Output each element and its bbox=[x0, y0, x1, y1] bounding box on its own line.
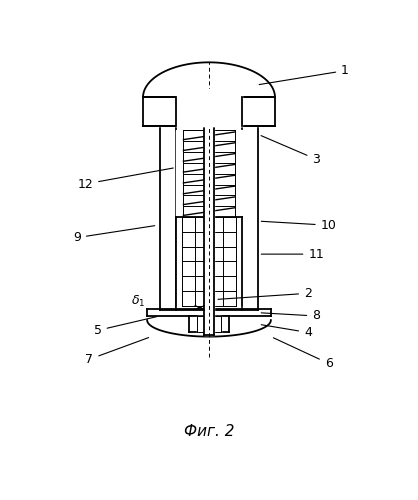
Text: 1: 1 bbox=[259, 64, 349, 84]
Polygon shape bbox=[176, 116, 242, 126]
Text: 4: 4 bbox=[261, 324, 312, 339]
Text: $\delta_1$: $\delta_1$ bbox=[131, 294, 145, 310]
Text: 7: 7 bbox=[85, 338, 149, 366]
Text: 2: 2 bbox=[218, 287, 312, 300]
Polygon shape bbox=[147, 308, 271, 316]
Text: 6: 6 bbox=[273, 338, 333, 370]
Text: 9: 9 bbox=[73, 226, 155, 244]
Polygon shape bbox=[176, 217, 242, 306]
Text: Фиг. 2: Фиг. 2 bbox=[184, 424, 234, 439]
Polygon shape bbox=[189, 316, 229, 332]
Text: 3: 3 bbox=[261, 136, 320, 166]
Polygon shape bbox=[143, 62, 275, 98]
Text: 12: 12 bbox=[77, 168, 173, 190]
Polygon shape bbox=[143, 98, 275, 126]
Text: 8: 8 bbox=[261, 310, 320, 322]
Polygon shape bbox=[204, 126, 214, 334]
Polygon shape bbox=[147, 316, 271, 336]
Polygon shape bbox=[176, 89, 242, 126]
Text: 5: 5 bbox=[94, 316, 157, 337]
Polygon shape bbox=[176, 130, 242, 217]
Polygon shape bbox=[196, 316, 222, 332]
Text: 11: 11 bbox=[261, 248, 324, 260]
Text: 10: 10 bbox=[261, 219, 336, 232]
Polygon shape bbox=[160, 126, 258, 310]
